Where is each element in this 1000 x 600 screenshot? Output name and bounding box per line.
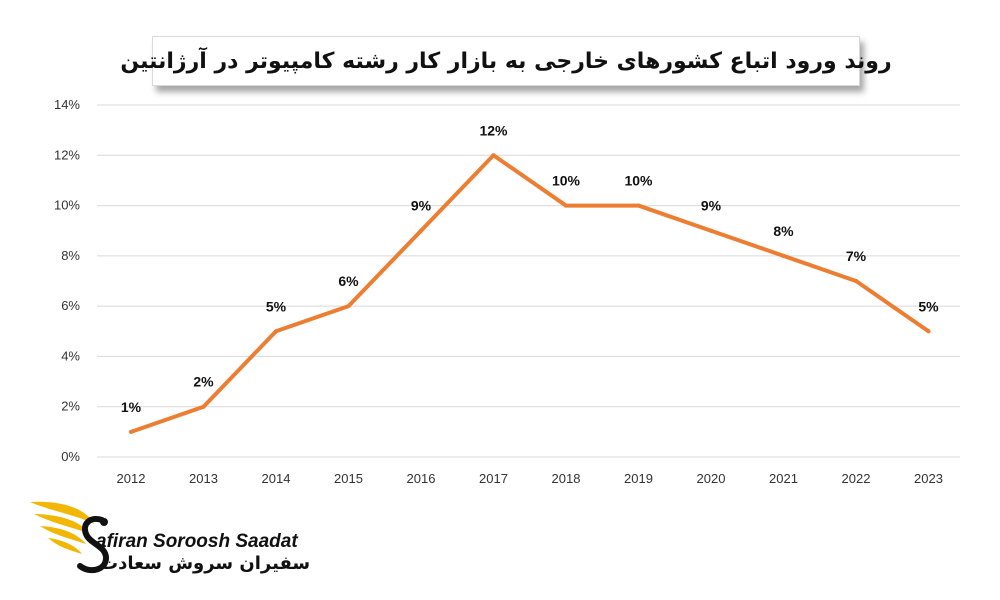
swan-s-icon: [77, 516, 110, 574]
chart-title-box: روند ورود اتباع کشورهای خارجی به بازار ک…: [120, 36, 892, 86]
x-tick-label: 2019: [624, 471, 653, 486]
data-label: 9%: [411, 198, 432, 214]
data-label: 5%: [266, 298, 287, 314]
x-tick-label: 2022: [842, 471, 871, 486]
data-label: 9%: [701, 198, 722, 214]
data-point: [129, 429, 133, 434]
brand-name-english: afiran Soroosh Saadat: [96, 531, 298, 552]
data-labels: 1% 2% 5% 6% 9% 12% 10% 10% 9% 8% 7% 5%: [121, 122, 939, 415]
x-axis-ticks: 2012 2013 2014 2015 2016 2017 2018 2019 2020 2021…: [117, 471, 943, 486]
data-point: [201, 404, 206, 409]
data-point: [274, 329, 278, 334]
y-axis-ticks: 0% 2% 4% 6% 8% 10% 12% 14%: [54, 97, 80, 464]
data-label: 5%: [918, 298, 939, 314]
data-point: [854, 279, 858, 283]
wing-icon: [30, 501, 94, 554]
gridlines: [97, 104, 960, 458]
data-label: 2%: [193, 374, 214, 390]
x-tick-label: 2023: [914, 471, 943, 486]
series-line: [129, 153, 931, 434]
x-tick-label: 2013: [189, 471, 218, 486]
data-point: [346, 304, 351, 309]
chart-title: روند ورود اتباع کشورهای خارجی به بازار ک…: [120, 48, 892, 74]
x-tick-label: 2014: [262, 471, 291, 486]
x-tick-label: 2018: [552, 471, 581, 486]
data-point: [564, 203, 568, 208]
data-label: 8%: [773, 223, 794, 239]
series-line-path: [129, 153, 931, 434]
data-point: [491, 153, 496, 158]
data-point: [926, 329, 931, 334]
y-tick-label: 8%: [61, 248, 80, 263]
x-tick-label: 2020: [697, 471, 726, 486]
brand-name-persian: سفیران سروش سعادت: [100, 553, 311, 574]
data-point: [419, 228, 423, 233]
data-label: 10%: [624, 173, 653, 189]
y-tick-label: 14%: [54, 97, 80, 112]
data-label: 6%: [338, 273, 359, 289]
data-label: 12%: [479, 122, 508, 138]
x-tick-label: 2021: [769, 471, 798, 486]
data-label: 10%: [552, 173, 581, 189]
x-tick-label: 2012: [117, 471, 146, 486]
y-tick-label: 10%: [54, 198, 80, 213]
data-point: [781, 253, 786, 258]
y-tick-label: 2%: [61, 399, 80, 414]
data-point: [709, 228, 713, 233]
y-tick-label: 12%: [54, 147, 80, 162]
y-tick-label: 4%: [61, 348, 80, 363]
y-tick-label: 0%: [61, 449, 80, 464]
data-label: 7%: [846, 248, 867, 264]
x-tick-label: 2016: [407, 471, 436, 486]
brand-logo: [30, 501, 110, 574]
data-point: [636, 203, 641, 208]
x-tick-label: 2017: [479, 471, 508, 486]
x-tick-label: 2015: [334, 471, 363, 486]
y-tick-label: 6%: [61, 298, 80, 313]
data-label: 1%: [121, 399, 142, 415]
